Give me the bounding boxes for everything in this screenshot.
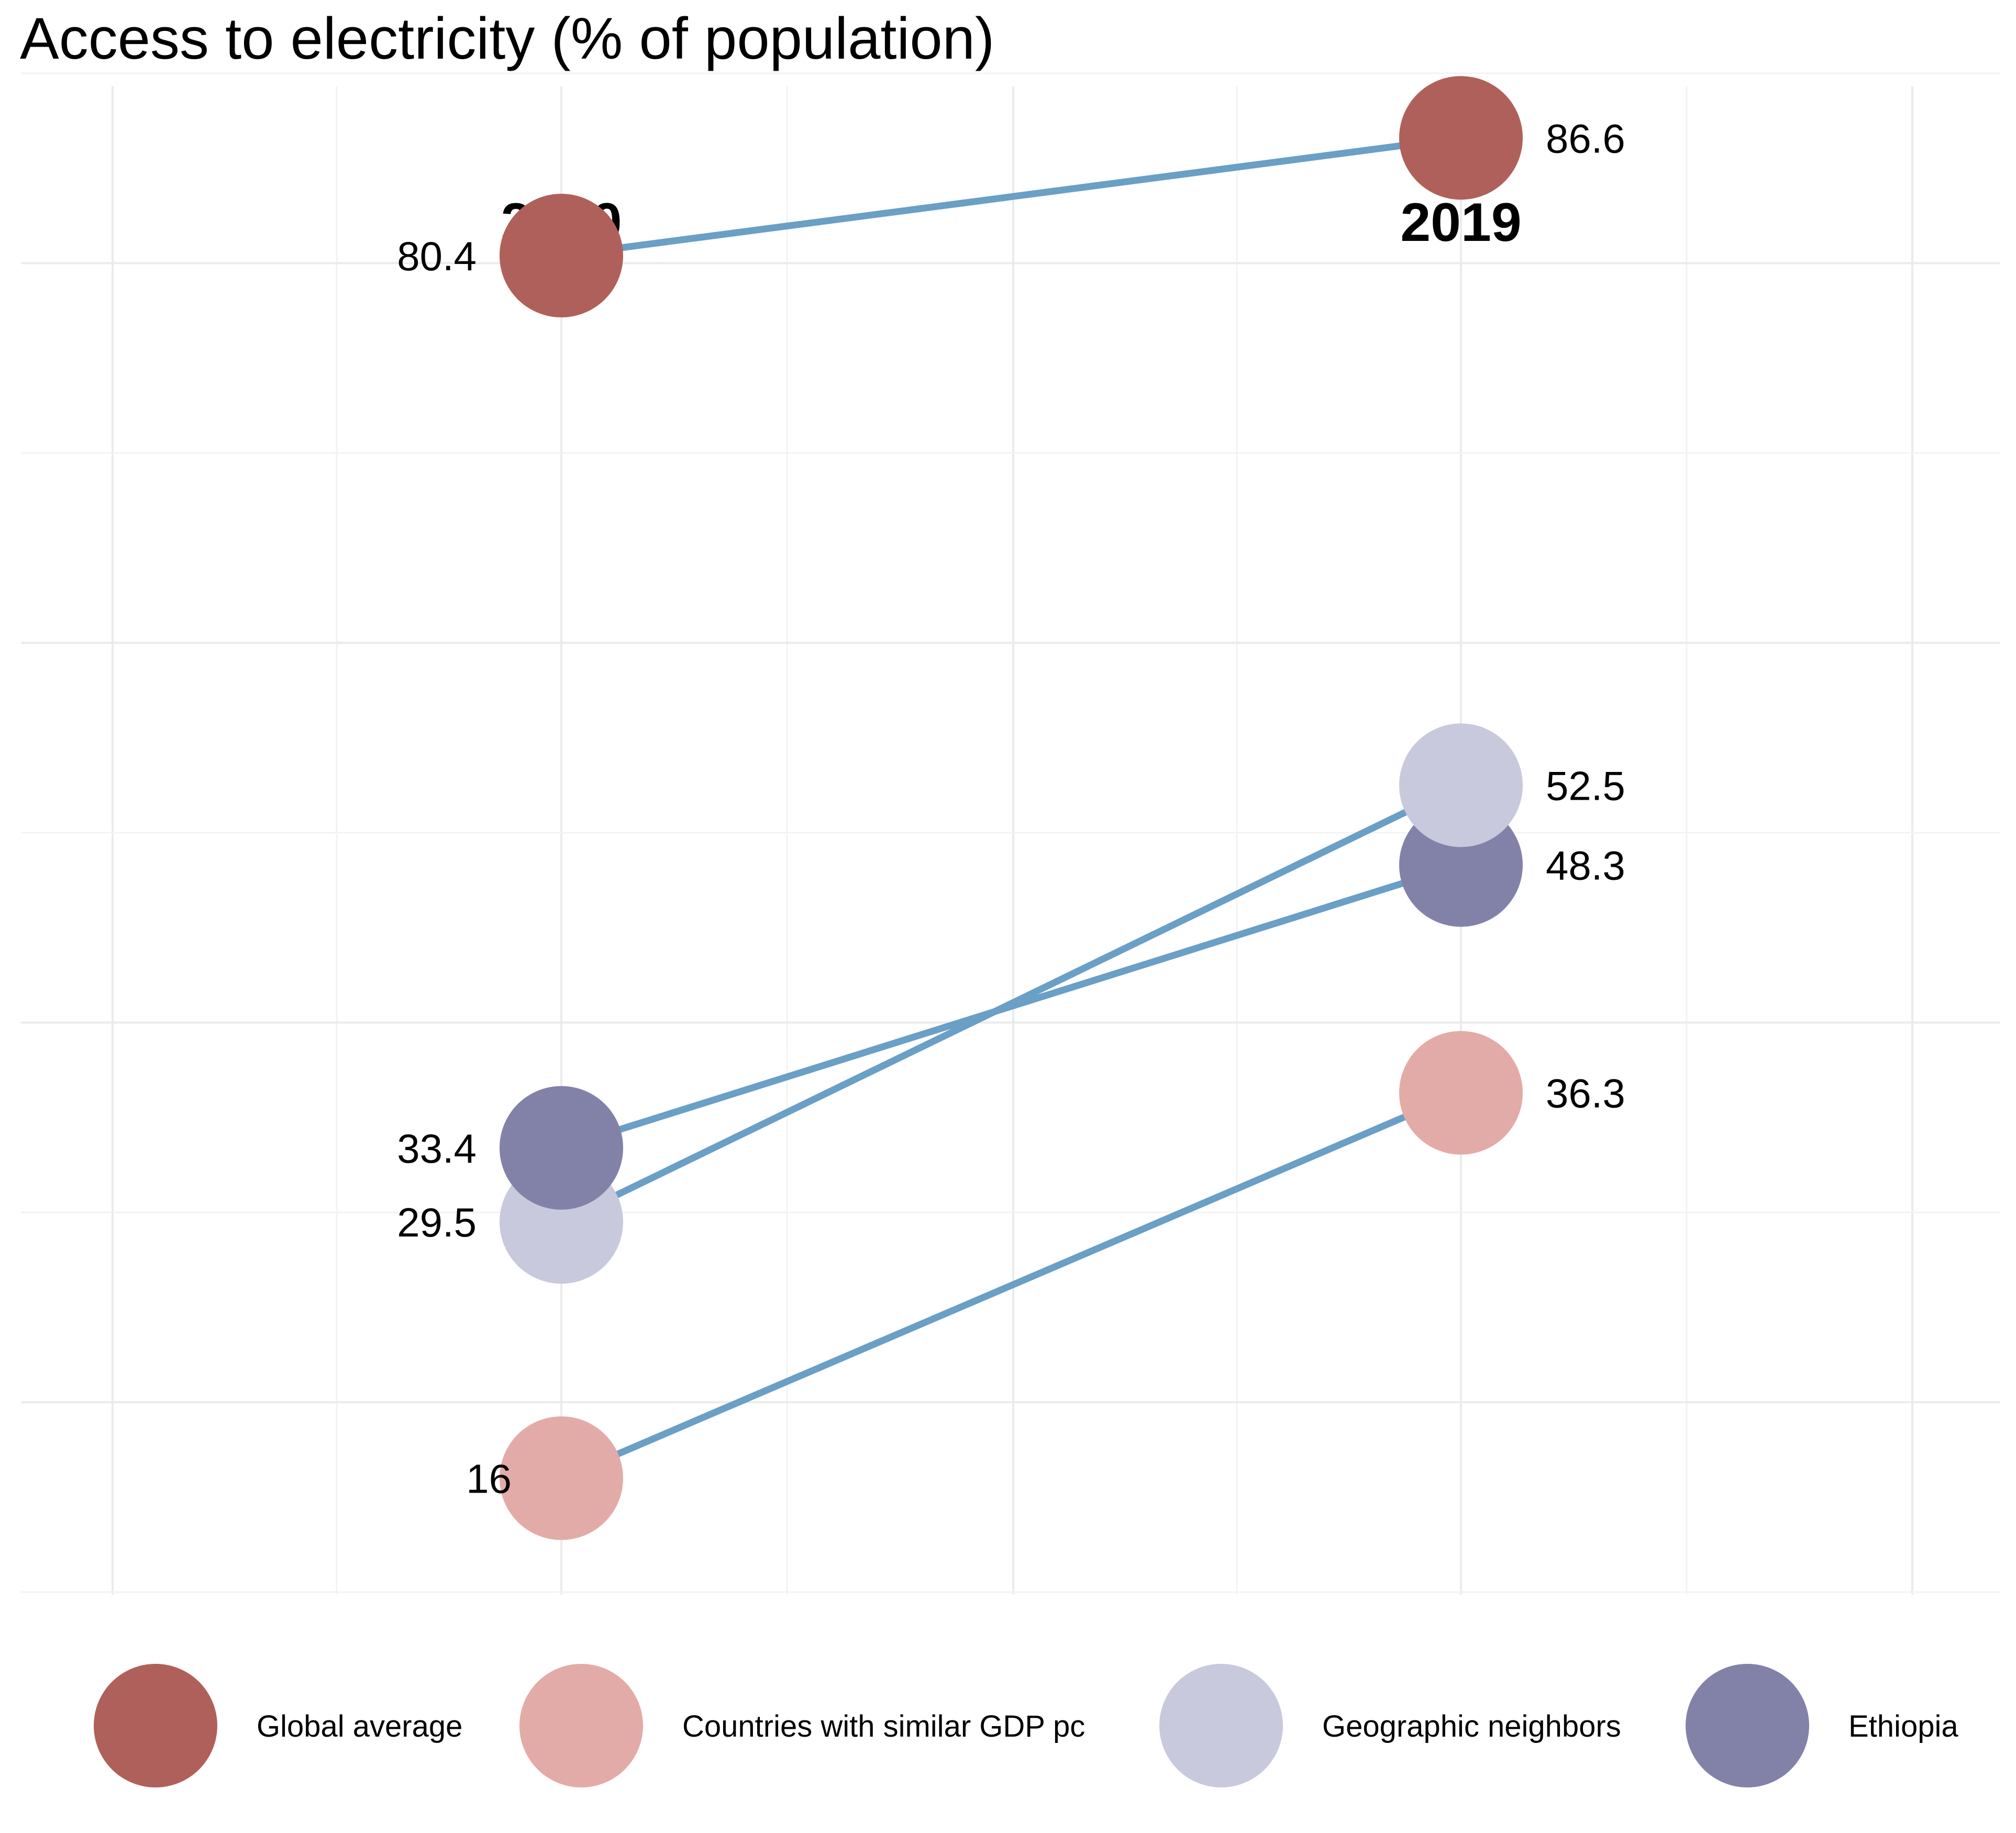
data-label: 29.5 (397, 1199, 477, 1245)
slope-line (560, 862, 1462, 1151)
legend-label: Global average (257, 1709, 462, 1743)
data-points (500, 76, 1523, 1540)
data-label: 48.3 (1546, 843, 1625, 889)
legend-item: Countries with similar GDP pc (519, 1664, 1085, 1787)
slope-line (560, 1089, 1463, 1482)
year-label-2019: 2019 (1400, 192, 1521, 253)
legend: Global average Countries with similar GDP… (94, 1664, 1958, 1787)
legend-swatch (1159, 1664, 1283, 1787)
legend-swatch (519, 1664, 643, 1787)
data-point (500, 1416, 623, 1540)
data-point (1399, 723, 1523, 847)
data-labels: 80.4 86.6 16 36.3 29.5 52.5 33.4 48.3 (397, 115, 1625, 1501)
data-label: 86.6 (1546, 115, 1625, 161)
data-label: 16 (466, 1456, 512, 1502)
slope-line (561, 134, 1461, 259)
grid-lines (21, 72, 2000, 1595)
chart-title: Access to electricity (% of population) (20, 6, 994, 71)
legend-swatch (94, 1664, 217, 1787)
legend-label: Geographic neighbors (1322, 1709, 1621, 1743)
data-label: 80.4 (397, 233, 477, 279)
data-point (500, 1086, 623, 1210)
data-label: 36.3 (1546, 1070, 1625, 1117)
data-label: 52.5 (1546, 763, 1625, 809)
legend-label: Ethiopia (1848, 1709, 1958, 1743)
data-point (1399, 76, 1523, 200)
legend-item: Geographic neighbors (1159, 1664, 1621, 1787)
legend-swatch (1686, 1664, 1809, 1787)
data-point (500, 194, 623, 317)
data-point (1399, 1031, 1523, 1155)
legend-item: Global average (94, 1664, 462, 1787)
data-label: 33.4 (397, 1125, 477, 1172)
legend-item: Ethiopia (1686, 1664, 1958, 1787)
slope-lines (560, 134, 1463, 1482)
legend-label: Countries with similar GDP pc (682, 1709, 1085, 1743)
